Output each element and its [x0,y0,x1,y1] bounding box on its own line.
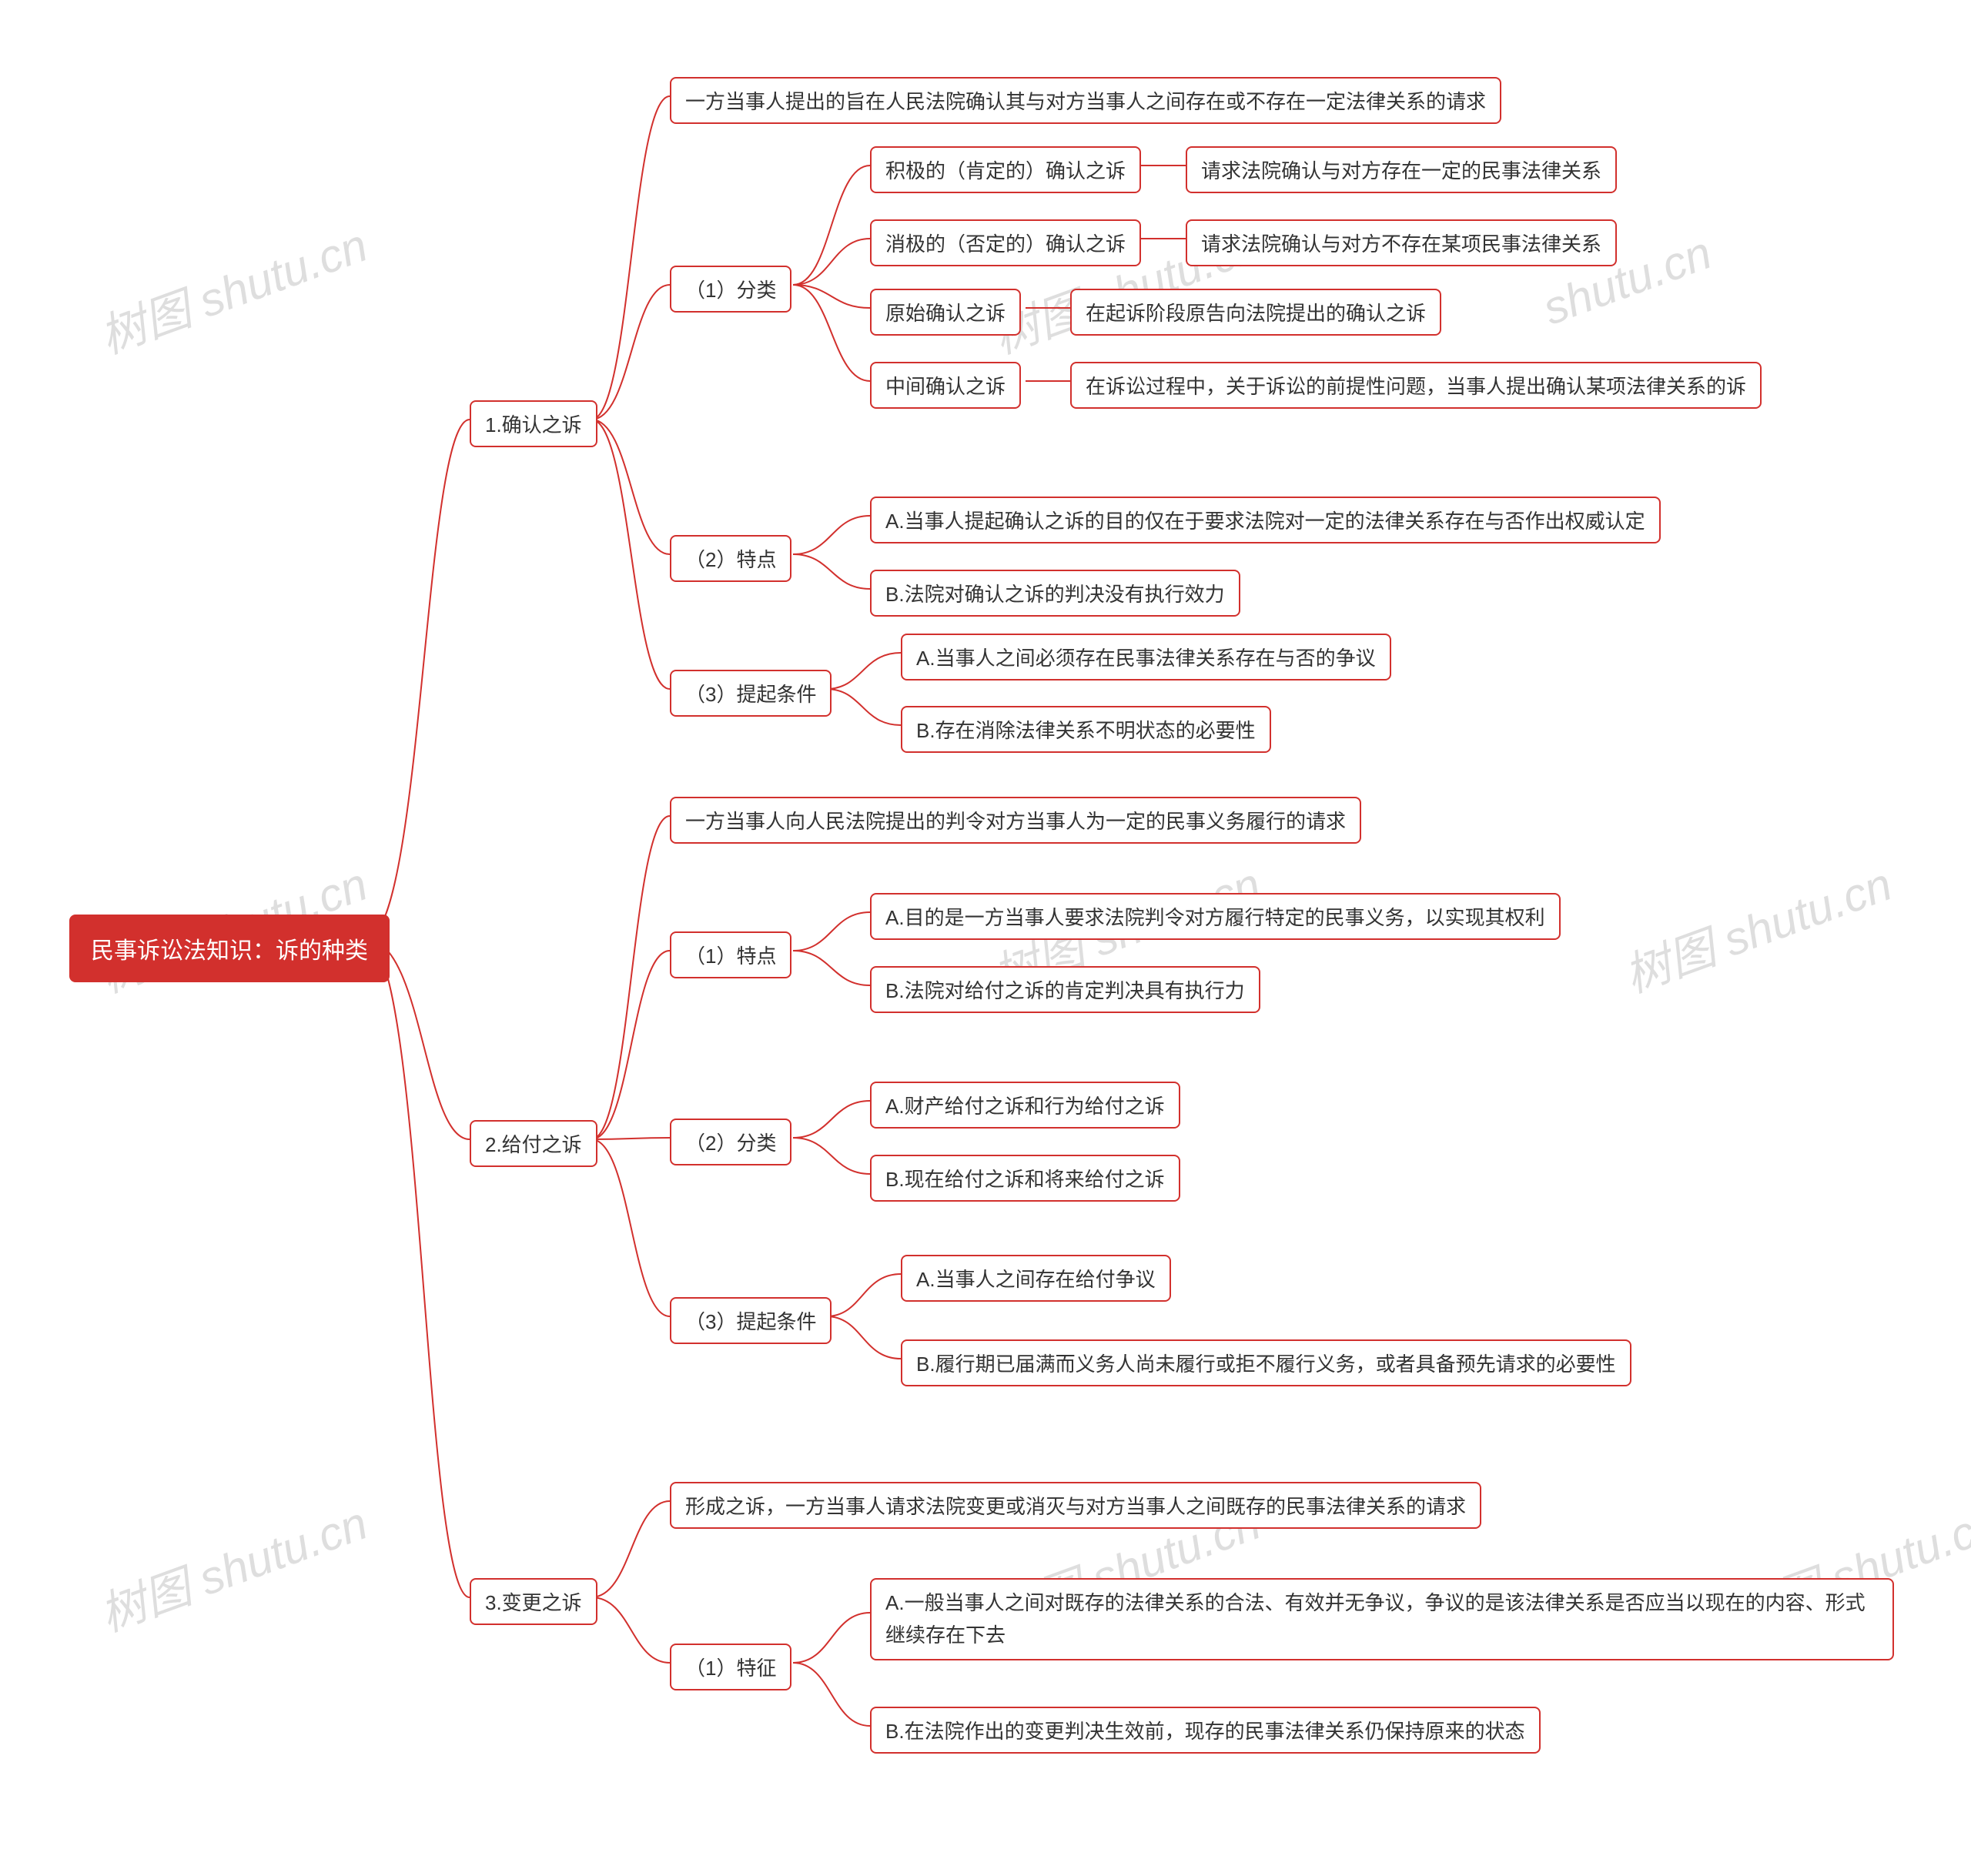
branch-3: 3.变更之诉 [470,1578,597,1625]
branch-1-sub1-d: 中间确认之诉 [870,362,1021,409]
branch-1-sub1-b: 消极的（否定的）确认之诉 [870,219,1141,266]
branch-2-sub1-b: B.法院对给付之诉的肯定判决具有执行力 [870,966,1260,1013]
branch-1-sub2: （2）特点 [670,535,791,582]
branch-1-sub3-b: B.存在消除法律关系不明状态的必要性 [901,706,1271,753]
watermark: 树图 shutu.cn [89,1486,375,1644]
branch-1-sub1-a-desc: 请求法院确认与对方存在一定的民事法律关系 [1186,146,1617,193]
branch-3-def: 形成之诉，一方当事人请求法院变更或消灭与对方当事人之间既存的民事法律关系的请求 [670,1482,1481,1529]
branch-1: 1.确认之诉 [470,400,597,447]
branch-3-sub1-a: A.一般当事人之间对既存的法律关系的合法、有效并无争议，争议的是该法律关系是否应… [870,1578,1894,1660]
branch-2-sub1-a: A.目的是一方当事人要求法院判令对方履行特定的民事义务，以实现其权利 [870,893,1561,940]
watermark: 树图 shutu.cn [1614,847,1899,1005]
branch-1-sub3-a: A.当事人之间必须存在民事法律关系存在与否的争议 [901,634,1391,681]
branch-2-sub3-b: B.履行期已届满而义务人尚未履行或拒不履行义务，或者具备预先请求的必要性 [901,1339,1631,1386]
root-node: 民事诉讼法知识：诉的种类 [69,915,390,982]
branch-1-sub3: （3）提起条件 [670,670,832,717]
branch-1-sub1-b-desc: 请求法院确认与对方不存在某项民事法律关系 [1186,219,1617,266]
branch-2-sub3-a: A.当事人之间存在给付争议 [901,1255,1171,1302]
branch-2-sub2-a: A.财产给付之诉和行为给付之诉 [870,1082,1180,1129]
branch-1-sub1-a: 积极的（肯定的）确认之诉 [870,146,1141,193]
branch-2-sub2-b: B.现在给付之诉和将来给付之诉 [870,1155,1180,1202]
branch-2: 2.给付之诉 [470,1120,597,1167]
branch-1-sub2-a: A.当事人提起确认之诉的目的仅在于要求法院对一定的法律关系存在与否作出权威认定 [870,497,1661,543]
branch-1-sub1-c: 原始确认之诉 [870,289,1021,336]
branch-1-sub1: （1）分类 [670,266,791,313]
branch-2-sub1: （1）特点 [670,931,791,978]
branch-3-sub1-b: B.在法院作出的变更判决生效前，现存的民事法律关系仍保持原来的状态 [870,1707,1541,1754]
branch-1-sub1-d-desc: 在诉讼过程中，关于诉讼的前提性问题，当事人提出确认某项法律关系的诉 [1070,362,1762,409]
branch-2-sub2: （2）分类 [670,1119,791,1165]
branch-1-sub2-b: B.法院对确认之诉的判决没有执行效力 [870,570,1240,617]
branch-2-def: 一方当事人向人民法院提出的判令对方当事人为一定的民事义务履行的请求 [670,797,1361,844]
branch-1-def: 一方当事人提出的旨在人民法院确认其与对方当事人之间存在或不存在一定法律关系的请求 [670,77,1501,124]
branch-3-sub1: （1）特征 [670,1644,791,1690]
watermark: 树图 shutu.cn [89,208,375,366]
branch-1-sub1-c-desc: 在起诉阶段原告向法院提出的确认之诉 [1070,289,1441,336]
branch-2-sub3: （3）提起条件 [670,1297,832,1344]
